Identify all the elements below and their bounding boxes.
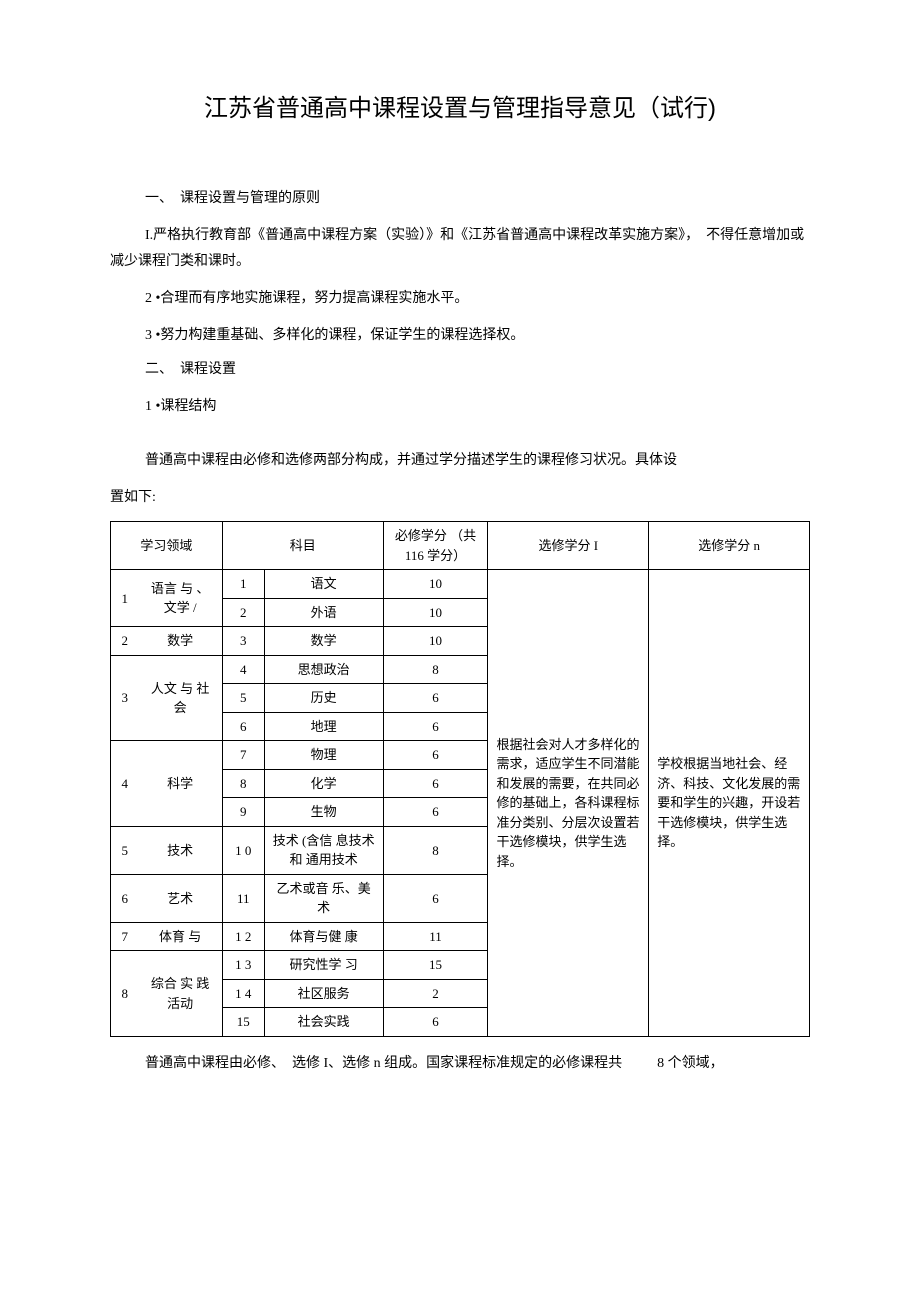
subject-name: 乙术或音 乐、美术: [264, 874, 383, 922]
subject-credit: 10: [383, 598, 488, 627]
domain-name: 科学: [138, 741, 222, 827]
subject-name: 化学: [264, 769, 383, 798]
elective1-text: 根据社会对人才多样化的需求，适应学生不同潜能和发展的需要，在共同必修的基础上，各…: [488, 570, 649, 1037]
subject-num: 1 0: [222, 826, 264, 874]
section-2-heading: 二、 课程设置: [110, 359, 810, 381]
after-table-text-a: 普通高中课程由必修、 选修 I、选修 n 组成。国家课程标准规定的必修课程共: [145, 1056, 622, 1071]
subject-credit: 11: [383, 922, 488, 951]
section-2-sub1: 1 •课程结构: [110, 394, 810, 421]
domain-idx: 3: [111, 655, 139, 741]
domain-name: 体育 与: [138, 922, 222, 951]
subject-credit: 6: [383, 798, 488, 827]
subject-num: 6: [222, 712, 264, 741]
elective2-text: 学校根据当地社会、经济、科技、文化发展的需要和学生的兴趣，开设若干选修模块，供学…: [649, 570, 810, 1037]
subject-num: 3: [222, 627, 264, 656]
subject-credit: 6: [383, 769, 488, 798]
subject-num: 11: [222, 874, 264, 922]
subject-num: 1 2: [222, 922, 264, 951]
domain-idx: 5: [111, 826, 139, 874]
table-row: 1 语言 与 、文学 / 1 语文 10 根据社会对人才多样化的需求，适应学生不…: [111, 570, 810, 599]
domain-name: 艺术: [138, 874, 222, 922]
subject-credit: 6: [383, 741, 488, 770]
subject-name: 体育与健 康: [264, 922, 383, 951]
subject-credit: 6: [383, 712, 488, 741]
subject-num: 7: [222, 741, 264, 770]
subject-name: 生物: [264, 798, 383, 827]
subject-num: 2: [222, 598, 264, 627]
domain-idx: 1: [111, 570, 139, 627]
domain-idx: 6: [111, 874, 139, 922]
th-elective2: 选修学分 n: [649, 522, 810, 570]
th-subject: 科目: [222, 522, 383, 570]
subject-credit: 8: [383, 655, 488, 684]
section-1-heading: 一、 课程设置与管理的原则: [110, 188, 810, 210]
after-table-text-b: 8 个领域，: [657, 1056, 724, 1071]
subject-name: 数学: [264, 627, 383, 656]
subject-credit: 10: [383, 627, 488, 656]
subject-name: 技术 (含信 息技术和 通用技术: [264, 826, 383, 874]
subject-name: 语文: [264, 570, 383, 599]
subject-credit: 2: [383, 979, 488, 1008]
subject-credit: 8: [383, 826, 488, 874]
domain-name: 综合 实 践活动: [138, 951, 222, 1037]
page-title: 江苏省普通高中课程设置与管理指导意见（试行): [110, 90, 810, 128]
domain-idx: 4: [111, 741, 139, 827]
subject-credit: 15: [383, 951, 488, 980]
section-1-p1: I.严格执行教育部《普通高中课程方案（实验）》和《江苏省普通高中课程改革实施方案…: [110, 223, 810, 276]
subject-credit: 10: [383, 570, 488, 599]
section-1-p2: 2 •合理而有序地实施课程，努力提高课程实施水平。: [110, 286, 810, 313]
subject-num: 8: [222, 769, 264, 798]
domain-name: 数学: [138, 627, 222, 656]
th-elective1: 选修学分 I: [488, 522, 649, 570]
subject-name: 物理: [264, 741, 383, 770]
domain-name: 技术: [138, 826, 222, 874]
subject-num: 5: [222, 684, 264, 713]
curriculum-table: 学习领域 科目 必修学分 （共 116 学分） 选修学分 I 选修学分 n 1 …: [110, 521, 810, 1037]
subject-name: 地理: [264, 712, 383, 741]
domain-name: 语言 与 、文学 /: [138, 570, 222, 627]
subject-num: 1: [222, 570, 264, 599]
domain-name: 人文 与 社会: [138, 655, 222, 741]
after-table-p1: 普通高中课程由必修、 选修 I、选修 n 组成。国家课程标准规定的必修课程共 8…: [110, 1051, 810, 1078]
subject-credit: 6: [383, 874, 488, 922]
section-2-p1: 普通高中课程由必修和选修两部分构成，并通过学分描述学生的课程修习状况。具体设: [110, 448, 810, 475]
subject-name: 思想政治: [264, 655, 383, 684]
section-1-p3: 3 •努力构建重基础、多样化的课程，保证学生的课程选择权。: [110, 323, 810, 350]
subject-name: 社区服务: [264, 979, 383, 1008]
subject-name: 研究性学 习: [264, 951, 383, 980]
domain-idx: 8: [111, 951, 139, 1037]
subject-num: 15: [222, 1008, 264, 1037]
subject-num: 1 3: [222, 951, 264, 980]
domain-idx: 2: [111, 627, 139, 656]
table-header-row: 学习领域 科目 必修学分 （共 116 学分） 选修学分 I 选修学分 n: [111, 522, 810, 570]
subject-credit: 6: [383, 684, 488, 713]
section-2-p1b: 置如下:: [110, 485, 810, 512]
subject-num: 9: [222, 798, 264, 827]
subject-name: 社会实践: [264, 1008, 383, 1037]
subject-name: 历史: [264, 684, 383, 713]
subject-name: 外语: [264, 598, 383, 627]
subject-num: 4: [222, 655, 264, 684]
domain-idx: 7: [111, 922, 139, 951]
subject-credit: 6: [383, 1008, 488, 1037]
th-required: 必修学分 （共 116 学分）: [383, 522, 488, 570]
th-domain: 学习领域: [111, 522, 223, 570]
subject-num: 1 4: [222, 979, 264, 1008]
